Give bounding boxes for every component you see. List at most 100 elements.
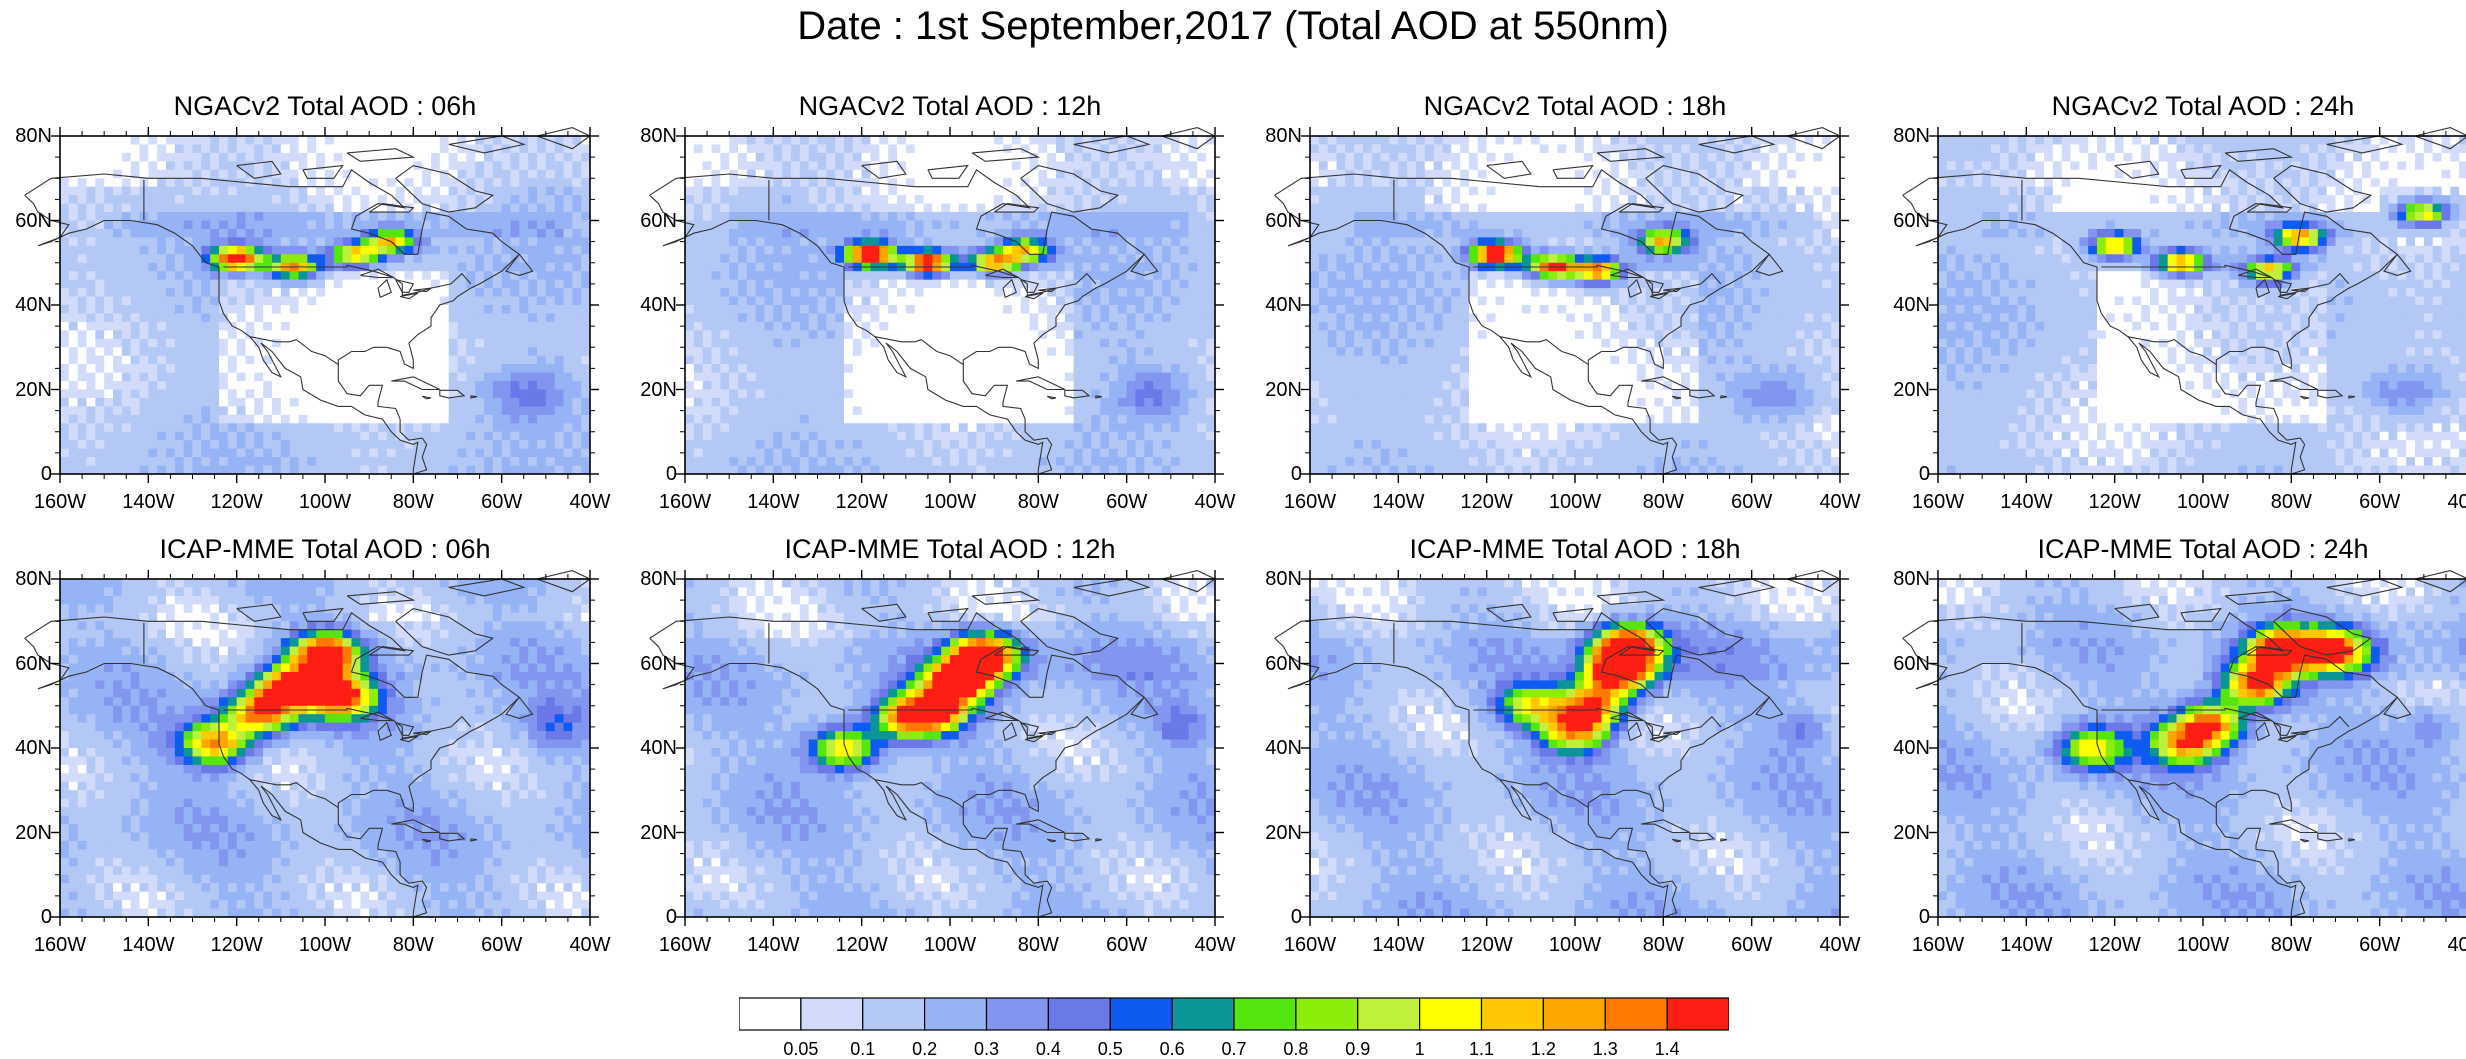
aod-cell [528,144,537,153]
aod-cell [378,170,387,179]
aod-cell [299,390,308,399]
aod-cell [1100,297,1109,306]
aod-cell [888,423,897,432]
aod-cell [1136,449,1145,458]
aod-cell [773,297,782,306]
aod-cell [1127,322,1136,331]
aod-cell [977,161,986,170]
aod-cell [959,339,968,348]
aod-cell [537,187,546,196]
aod-cell [1047,263,1056,272]
aod-cell [537,212,546,221]
aod-cell [493,330,502,339]
aod-cell [493,263,502,272]
aod-cell [184,187,193,196]
aod-cell [773,330,782,339]
aod-cell [546,178,555,187]
aod-cell [431,347,440,356]
aod-cell [1206,356,1215,365]
aod-cell [581,221,590,230]
aod-cell [475,398,484,407]
aod-cell [201,440,210,449]
aod-cell [449,347,458,356]
aod-cell [1038,136,1047,145]
aod-cell [334,187,343,196]
aod-cell [765,339,774,348]
aod-cell [307,432,316,441]
aod-cell [959,423,968,432]
aod-cell [78,263,87,272]
aod-cell [1153,297,1162,306]
aod-cell [405,322,414,331]
aod-cell [694,161,703,170]
aod-cell [104,153,113,162]
aod-cell [458,364,467,373]
aod-cell [1109,297,1118,306]
aod-cell [950,373,959,382]
aod-cell [1206,237,1215,246]
aod-cell [1197,406,1206,415]
aod-cell [791,229,800,238]
aod-cell [219,288,228,297]
aod-cell [299,449,308,458]
aod-cell [809,297,818,306]
aod-cell [555,170,564,179]
aod-cell [1206,263,1215,272]
aod-cell [131,381,140,390]
aod-cell [1136,305,1145,314]
aod-cell [1030,195,1039,204]
aod-cell [184,221,193,230]
aod-cell [157,212,166,221]
aod-cell [431,254,440,263]
aod-cell [387,187,396,196]
aod-cell [564,347,573,356]
aod-cell [219,161,228,170]
aod-cell [994,440,1003,449]
aod-cell [246,390,255,399]
aod-cell [572,330,581,339]
aod-cell [1021,305,1030,314]
aod-cell [484,381,493,390]
aod-cell [1180,305,1189,314]
aod-cell [502,364,511,373]
aod-cell [237,305,246,314]
aod-cell [1003,136,1012,145]
aod-cell [581,136,590,145]
aod-cell [1074,373,1083,382]
aod-cell [747,263,756,272]
aod-cell [219,364,228,373]
aod-cell [519,204,528,213]
aod-cell [572,229,581,238]
aod-cell [528,339,537,348]
aod-cell [888,330,897,339]
aod-cell [862,322,871,331]
aod-cell [95,254,104,263]
aod-cell [765,280,774,289]
aod-cell [87,161,96,170]
aod-cell [343,322,352,331]
aod-cell [502,347,511,356]
aod-cell [977,246,986,255]
aod-cell [246,373,255,382]
aod-cell [1021,237,1030,246]
aod-cell [959,237,968,246]
aod-cell [941,330,950,339]
aod-cell [325,390,334,399]
aod-cell [720,254,729,263]
aod-cell [941,221,950,230]
aod-cell [924,406,933,415]
aod-cell [343,229,352,238]
aod-cell [826,381,835,390]
aod-cell [475,254,484,263]
aod-cell [201,170,210,179]
aod-cell [175,449,184,458]
aod-cell [747,356,756,365]
aod-cell [950,221,959,230]
aod-cell [853,229,862,238]
aod-cell [712,271,721,280]
aod-cell [307,153,316,162]
aod-cell [113,263,122,272]
aod-cell [201,457,210,466]
aod-cell [343,254,352,263]
aod-cell [1091,305,1100,314]
